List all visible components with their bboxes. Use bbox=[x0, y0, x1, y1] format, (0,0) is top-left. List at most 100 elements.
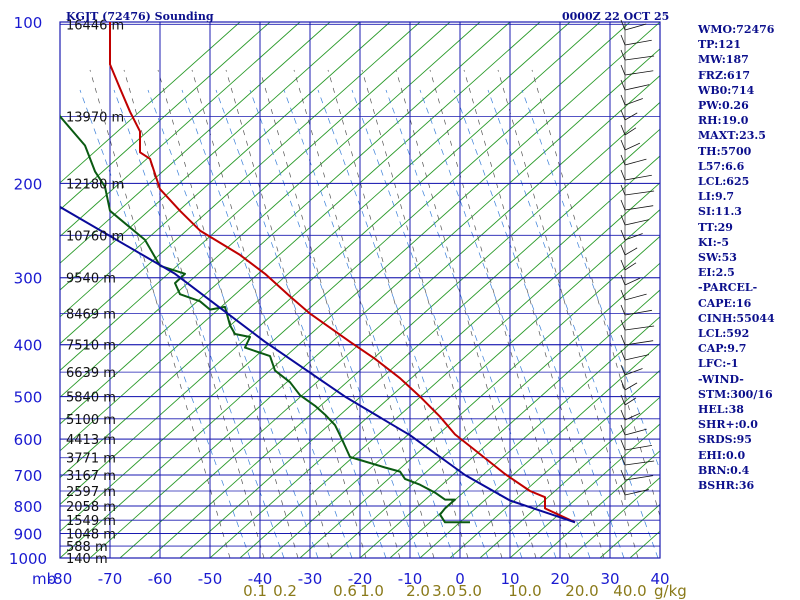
isotherm-line bbox=[149, 101, 660, 558]
temperature-tick-label: 30 bbox=[600, 570, 619, 588]
wind-barb-flag bbox=[620, 349, 626, 361]
mixing-ratio-line bbox=[487, 89, 659, 558]
height-label: 3167 m bbox=[66, 469, 116, 484]
wind-barb-flag bbox=[620, 484, 626, 496]
wind-barb bbox=[624, 444, 653, 451]
mixing-ratio-line bbox=[283, 89, 455, 558]
pressure-axis-label: mb bbox=[32, 570, 56, 588]
isotherm-line bbox=[60, 22, 451, 372]
wind-barb bbox=[624, 354, 650, 361]
sounding-index: SW:53 bbox=[698, 251, 737, 265]
height-label: 588 m bbox=[66, 540, 108, 555]
wind-barb bbox=[624, 39, 652, 46]
pressure-tick-label: 1000 bbox=[9, 550, 47, 568]
pressure-tick-label: 600 bbox=[14, 431, 43, 449]
wind-barb bbox=[624, 247, 638, 256]
wind-barb-flag bbox=[620, 109, 626, 121]
mixing-ratio-line bbox=[215, 89, 387, 558]
isotherm-line bbox=[60, 22, 541, 452]
mixing-ratio-label: 0.1 bbox=[243, 582, 267, 600]
sounding-index: EI:2.5 bbox=[698, 266, 735, 280]
wind-barb-flag bbox=[620, 199, 626, 211]
sounding-index: CINH:55044 bbox=[698, 311, 775, 325]
pressure-tick-label: 300 bbox=[14, 270, 43, 288]
wind-barb-flag bbox=[620, 469, 626, 481]
sounding-index: SRDS:95 bbox=[698, 433, 752, 447]
height-label: 16446 m bbox=[66, 18, 124, 33]
mixing-ratio-label: 2.0 bbox=[406, 582, 430, 600]
wind-barb-flag bbox=[620, 49, 626, 61]
sounding-index: LFC:-1 bbox=[698, 357, 739, 371]
mixing-ratio-line bbox=[419, 89, 591, 558]
height-label: 2597 m bbox=[66, 485, 116, 500]
plot-border bbox=[59, 21, 661, 559]
wind-barb bbox=[624, 174, 652, 181]
wind-barb-flag bbox=[620, 289, 626, 301]
mixing-ratio-label: 20.0 bbox=[565, 582, 598, 600]
wind-barb-flag bbox=[620, 94, 626, 106]
mixing-ratio-line bbox=[147, 89, 319, 558]
isotherm-line bbox=[60, 22, 331, 264]
mixing-ratio-label: 5.0 bbox=[458, 582, 482, 600]
isotherm-line bbox=[89, 48, 660, 558]
pressure-tick-label: 700 bbox=[14, 467, 43, 485]
wind-barb bbox=[624, 309, 652, 316]
wind-barb bbox=[624, 84, 650, 91]
wind-barb bbox=[624, 158, 647, 166]
pressure-tick-label: 500 bbox=[14, 389, 43, 407]
sounding-index: TP:121 bbox=[698, 38, 742, 52]
wind-barb-flag bbox=[620, 184, 626, 196]
mixing-ratio-line bbox=[317, 89, 489, 558]
height-label: 8469 m bbox=[66, 308, 116, 323]
height-label: 7510 m bbox=[66, 339, 116, 354]
mixing-ratio-line bbox=[521, 89, 660, 471]
sounding-index: TT:29 bbox=[698, 220, 733, 234]
height-label: 1549 m bbox=[66, 514, 116, 529]
pressure-tick-label: 100 bbox=[14, 14, 43, 32]
wind-barb bbox=[624, 397, 637, 406]
mixing-ratio-label: 40.0 bbox=[613, 582, 646, 600]
wind-barb-flag bbox=[620, 214, 626, 226]
height-label: 13970 m bbox=[66, 110, 124, 125]
wind-barb-flag bbox=[620, 394, 626, 406]
wind-barb bbox=[624, 127, 637, 136]
isotherm-line bbox=[449, 369, 660, 558]
wind-barb bbox=[624, 219, 650, 226]
mixing-ratio-unit: g/kg bbox=[654, 582, 687, 600]
pressure-temperature-grid bbox=[59, 21, 661, 559]
wind-barb bbox=[624, 23, 647, 31]
isotherm-line bbox=[60, 22, 241, 184]
sounding-index: LCL:592 bbox=[698, 327, 750, 341]
temperature-tick-label: -10 bbox=[398, 570, 423, 588]
wind-barb-flag bbox=[620, 409, 626, 421]
mixing-ratio-line bbox=[385, 89, 557, 558]
wind-barb-flag bbox=[620, 304, 626, 316]
sounding-index: BRN:0.4 bbox=[698, 463, 750, 477]
temperature-trace bbox=[109, 22, 576, 524]
wind-barb-flag bbox=[620, 19, 626, 31]
sounding-index: WB0:714 bbox=[698, 83, 755, 97]
parcel-trace bbox=[60, 205, 576, 524]
sounding-index: EHI:0.0 bbox=[698, 448, 746, 462]
isotherm-line bbox=[479, 396, 660, 558]
wind-barb bbox=[624, 55, 655, 61]
isotherm-line bbox=[60, 22, 481, 398]
isotherm-line bbox=[60, 22, 391, 318]
mixing-ratio-line bbox=[453, 89, 625, 558]
isotherm-line bbox=[60, 22, 571, 479]
isotherm-line bbox=[179, 128, 660, 558]
isotherm-line bbox=[119, 74, 660, 558]
wind-barb bbox=[624, 475, 654, 481]
sounding-index: SHR+:0.0 bbox=[698, 418, 758, 432]
sounding-index: CAPE:16 bbox=[698, 296, 752, 310]
wind-barb bbox=[624, 190, 655, 196]
wind-barb-flag bbox=[620, 319, 626, 331]
sounding-index: BSHR:36 bbox=[698, 479, 755, 493]
wind-barb bbox=[624, 112, 638, 121]
height-label: 9540 m bbox=[66, 272, 116, 287]
sounding-index: RH:19.0 bbox=[698, 114, 749, 128]
height-label: 3771 m bbox=[66, 452, 116, 467]
height-label: 12180 m bbox=[66, 177, 124, 192]
sounding-traces bbox=[60, 22, 576, 524]
wind-barb bbox=[624, 340, 654, 346]
